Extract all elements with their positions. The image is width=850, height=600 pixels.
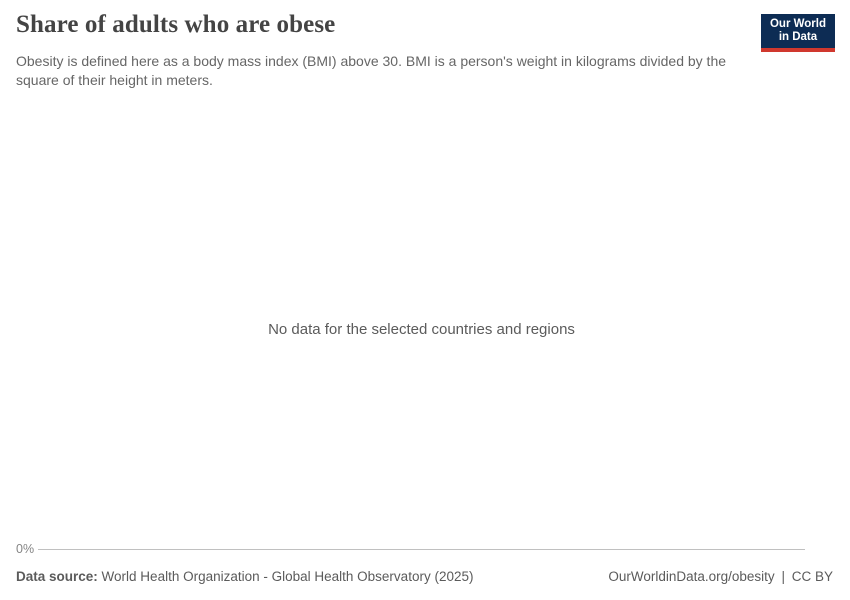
license-link[interactable]: CC BY <box>791 569 833 584</box>
page-title: Share of adults who are obese <box>16 11 336 38</box>
data-source-value: World Health Organization - Global Healt… <box>101 569 474 584</box>
owid-logo[interactable]: Our World in Data <box>760 14 835 52</box>
owid-logo-line1: Our World <box>769 18 826 30</box>
chart-footer: Data source: World Health Organization -… <box>16 568 833 585</box>
credits-separator: | <box>781 569 785 584</box>
no-data-message: No data for the selected countries and r… <box>268 321 575 338</box>
credits: OurWorldinData.org/obesity | CC BY <box>608 568 833 585</box>
chart-subtitle: Obesity is defined here as a body mass i… <box>16 53 727 88</box>
zero-gridline <box>38 549 805 550</box>
data-source-label: Data source: <box>16 569 98 584</box>
data-source[interactable]: Data source: World Health Organization -… <box>16 568 473 585</box>
owid-logo-line2: in Data <box>778 31 818 43</box>
y-axis-tick-label: 0% <box>16 542 35 556</box>
owid-url-link[interactable]: OurWorldinData.org/obesity <box>608 569 775 584</box>
